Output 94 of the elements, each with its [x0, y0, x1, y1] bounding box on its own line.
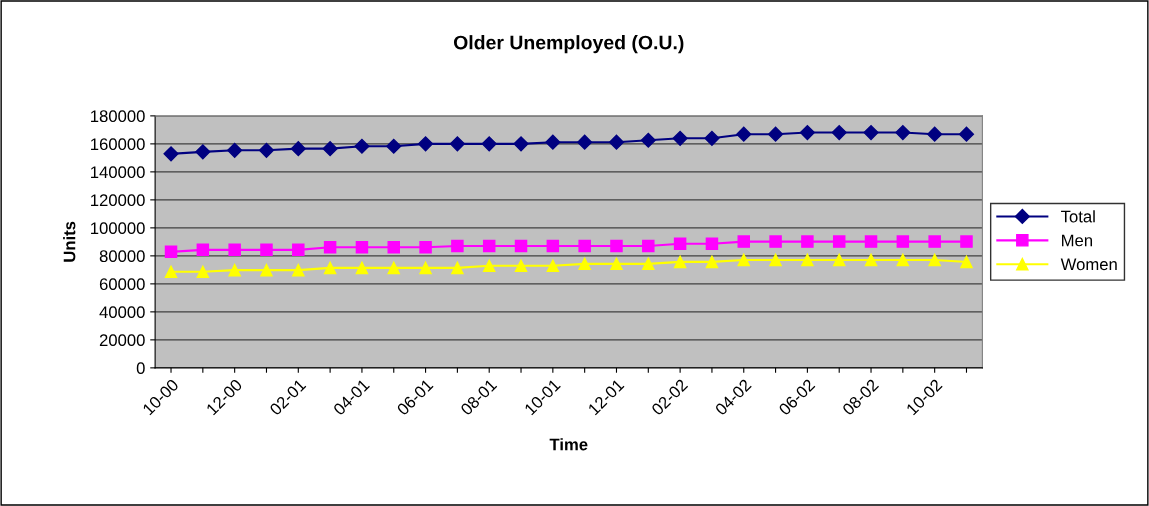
point: [769, 253, 782, 267]
y-tick-label: 20000: [99, 334, 145, 347]
point: [258, 142, 275, 158]
x-axis-title: Time: [549, 438, 588, 451]
point: [545, 134, 561, 150]
y-tick-label: 40000: [99, 306, 145, 319]
chart-title: Older Unemployed (O.U.): [453, 35, 684, 54]
point: [260, 243, 273, 257]
y-tick-label: 100000: [91, 222, 145, 235]
point: [481, 136, 497, 152]
point: [736, 126, 752, 142]
point: [864, 253, 878, 267]
point: [292, 243, 305, 257]
y-tick-label: 80000: [99, 250, 145, 263]
point: [482, 239, 496, 253]
y-tick-label: 0: [136, 362, 145, 375]
point: [546, 259, 560, 273]
point: [960, 235, 973, 248]
point: [705, 237, 719, 251]
point: [449, 136, 465, 152]
legend-label: Total: [1061, 210, 1095, 223]
point: [928, 235, 941, 248]
point: [927, 126, 943, 142]
point: [960, 255, 973, 269]
point: [164, 245, 178, 259]
point: [387, 240, 401, 254]
point: [832, 235, 846, 248]
point: [610, 257, 623, 271]
point: [801, 253, 814, 267]
point: [896, 253, 910, 267]
point: [863, 124, 879, 141]
point: [164, 265, 178, 279]
y-tick-label: 120000: [91, 194, 145, 207]
point: [737, 235, 751, 248]
point: [642, 257, 655, 271]
y-tick-label: 140000: [91, 166, 145, 179]
y-tick-label: 160000: [91, 138, 145, 151]
point: [228, 263, 241, 277]
point: [546, 239, 560, 253]
point: [196, 243, 210, 257]
point: [451, 261, 464, 275]
point: [355, 240, 369, 254]
point: [672, 130, 688, 146]
legend-label: Men: [1062, 234, 1093, 247]
point: [227, 142, 243, 158]
point: [514, 259, 528, 273]
point: [831, 124, 847, 141]
point: [769, 235, 782, 248]
point: [387, 261, 401, 275]
point: [196, 265, 210, 279]
point: [737, 253, 751, 267]
point: [355, 261, 369, 275]
point: [801, 235, 814, 248]
point: [260, 263, 273, 277]
point: [928, 253, 941, 267]
point: [705, 255, 719, 269]
point: [419, 261, 432, 275]
point: [228, 243, 241, 257]
point: [514, 239, 528, 253]
point: [673, 255, 687, 269]
point: [418, 136, 434, 152]
point: [292, 263, 305, 277]
point: [642, 239, 655, 253]
point: [419, 240, 432, 254]
point: [608, 134, 625, 150]
point: [354, 138, 370, 154]
point: [513, 136, 529, 152]
point: [386, 138, 402, 154]
point: [864, 235, 878, 248]
point: [322, 141, 338, 157]
point: [799, 124, 815, 141]
point: [895, 124, 911, 141]
point: [195, 144, 211, 160]
point: [673, 237, 687, 251]
point: [768, 126, 784, 142]
point: [163, 146, 179, 162]
point: [896, 235, 910, 248]
point: [577, 134, 593, 150]
point: [640, 132, 656, 148]
point: [832, 253, 846, 267]
y-tick-label: 60000: [99, 278, 145, 291]
point: [451, 239, 464, 253]
point: [323, 240, 337, 254]
point: [290, 141, 306, 157]
point: [578, 257, 591, 271]
y-axis-title: Units: [63, 221, 76, 262]
point: [958, 126, 975, 142]
point: [578, 239, 591, 253]
legend-label: Women: [1060, 258, 1117, 271]
point: [323, 261, 337, 275]
point: [482, 259, 496, 273]
point: [610, 239, 623, 253]
point: [704, 130, 720, 146]
y-tick-label: 180000: [91, 110, 145, 123]
